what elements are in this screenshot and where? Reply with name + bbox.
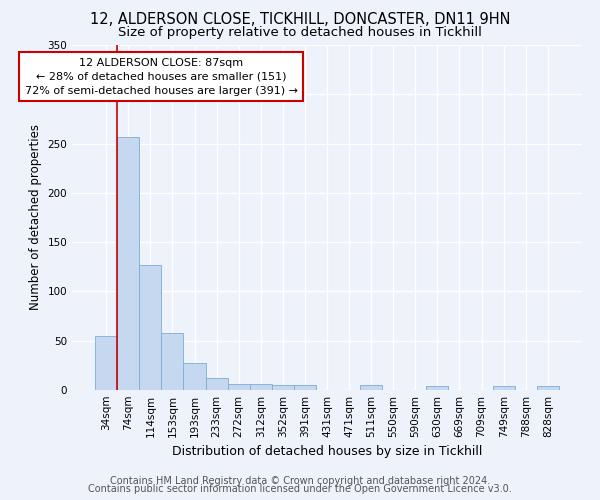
Text: Contains public sector information licensed under the Open Government Licence v3: Contains public sector information licen… [88,484,512,494]
Y-axis label: Number of detached properties: Number of detached properties [29,124,42,310]
X-axis label: Distribution of detached houses by size in Tickhill: Distribution of detached houses by size … [172,446,482,458]
Bar [250,384,272,390]
Bar [360,385,382,390]
Bar [427,386,448,390]
Bar [161,333,184,390]
Bar [95,336,117,390]
Text: Contains HM Land Registry data © Crown copyright and database right 2024.: Contains HM Land Registry data © Crown c… [110,476,490,486]
Text: 12 ALDERSON CLOSE: 87sqm
← 28% of detached houses are smaller (151)
72% of semi-: 12 ALDERSON CLOSE: 87sqm ← 28% of detach… [25,58,298,96]
Text: 12, ALDERSON CLOSE, TICKHILL, DONCASTER, DN11 9HN: 12, ALDERSON CLOSE, TICKHILL, DONCASTER,… [90,12,510,28]
Bar [537,386,559,390]
Bar [272,385,294,390]
Text: Size of property relative to detached houses in Tickhill: Size of property relative to detached ho… [118,26,482,39]
Bar [227,384,250,390]
Bar [184,364,206,390]
Bar [493,386,515,390]
Bar [206,378,227,390]
Bar [139,265,161,390]
Bar [117,136,139,390]
Bar [294,385,316,390]
